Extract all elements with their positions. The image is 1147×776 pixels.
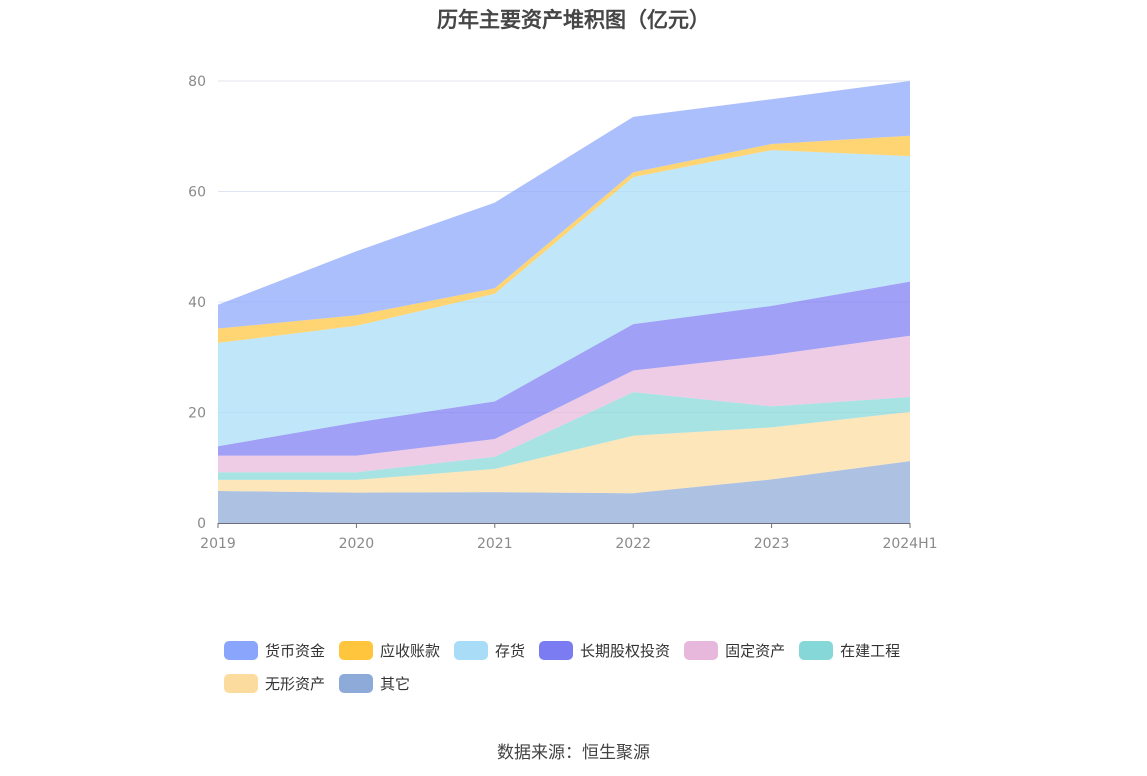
- x-tick-label: 2021: [477, 536, 513, 552]
- x-tick-label: 2020: [339, 536, 375, 552]
- legend-item[interactable]: 长期股权投资: [539, 640, 670, 660]
- legend-item[interactable]: 应收账款: [339, 640, 440, 660]
- area-其它: [218, 461, 910, 523]
- area-存货: [218, 150, 910, 447]
- legend-item[interactable]: 其它: [339, 673, 410, 693]
- x-tick-label: 2022: [615, 536, 651, 552]
- area-货币资金: [218, 81, 910, 329]
- legend-item[interactable]: 货币资金: [224, 640, 325, 660]
- y-tick-label: 20: [188, 406, 206, 422]
- y-tick-label: 0: [197, 516, 206, 532]
- legend-label: 存货: [495, 641, 526, 660]
- y-tick-label: 40: [188, 295, 206, 311]
- legend: 货币资金 应收账款 存货 长期股权投资 固定资产 在建工程无形资产 其它: [224, 640, 984, 706]
- legend-swatch: [684, 640, 719, 660]
- area-应收账款: [218, 135, 910, 343]
- legend-item[interactable]: 在建工程: [799, 640, 900, 660]
- area-series: [218, 81, 910, 523]
- x-tick-label: 2023: [754, 536, 790, 552]
- legend-label: 货币资金: [265, 641, 326, 660]
- legend-swatch: [339, 640, 374, 660]
- x-tick-label: 2019: [200, 536, 236, 552]
- legend-label: 在建工程: [840, 641, 901, 660]
- legend-label: 固定资产: [725, 641, 786, 660]
- x-tick-label: 2024H1: [882, 536, 937, 552]
- area-无形资产: [218, 411, 910, 494]
- data-source: 数据来源：恒生聚源: [497, 743, 650, 763]
- legend-label: 长期股权投资: [580, 641, 671, 660]
- legend-swatch: [224, 640, 258, 660]
- legend-item[interactable]: 存货: [454, 640, 525, 660]
- y-tick-label: 60: [188, 185, 206, 201]
- legend-swatch: [454, 640, 489, 660]
- y-tick-label: 80: [188, 74, 206, 90]
- legend-label: 应收账款: [380, 641, 441, 660]
- legend-swatch: [539, 640, 574, 660]
- chart-title: 历年主要资产堆积图（亿元）: [437, 8, 710, 32]
- area-长期股权投资: [218, 281, 910, 456]
- stacked-area-chart: 0 20 40 60 80 2019 2020 2021 2022 2023 2024H1: [188, 74, 937, 552]
- legend-item[interactable]: 固定资产: [684, 640, 785, 660]
- legend-swatch: [224, 673, 258, 693]
- legend-swatch: [339, 673, 374, 693]
- legend-item[interactable]: 无形资产: [224, 673, 325, 693]
- legend-label: 其它: [380, 674, 411, 693]
- area-固定资产: [218, 335, 910, 473]
- axes: 0 20 40 60 80 2019 2020 2021 2022 2023 2024H1: [188, 74, 937, 552]
- area-在建工程: [218, 392, 910, 480]
- legend-swatch: [799, 640, 834, 660]
- legend-label: 无形资产: [265, 674, 326, 693]
